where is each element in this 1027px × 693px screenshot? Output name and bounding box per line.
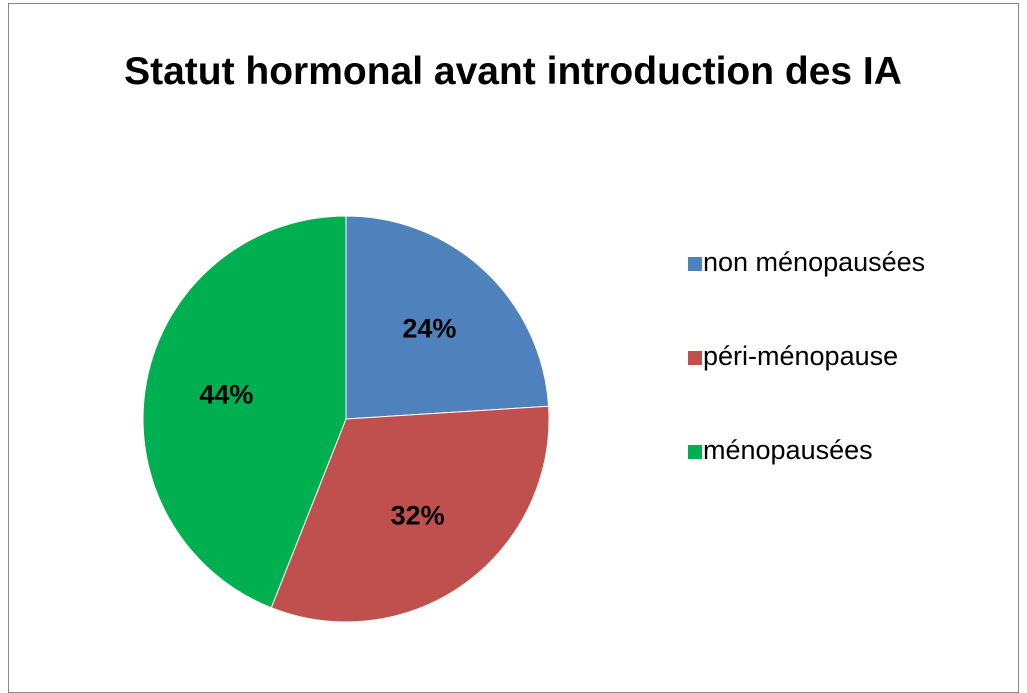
legend-swatch — [688, 351, 702, 365]
pie-slice — [345, 215, 550, 420]
legend-label: non ménopausées — [703, 247, 925, 277]
legend-label: péri-ménopause — [703, 341, 898, 371]
value-label: 24% — [402, 313, 456, 343]
legend-swatch — [688, 257, 702, 271]
pie-slice — [142, 215, 347, 609]
value-label: 32% — [391, 501, 445, 531]
legend-swatch — [688, 445, 702, 459]
legend-label: ménopausées — [703, 435, 873, 465]
chart-title: Statut hormonal avant introduction des I… — [124, 50, 902, 93]
value-label: 44% — [199, 379, 253, 409]
pie-slice — [270, 405, 550, 623]
chart: 24% 32% 44% non ménopausées péri-ménopause mé… — [142, 215, 925, 623]
page: Statut hormonal avant introduction des I… — [8, 3, 1019, 693]
